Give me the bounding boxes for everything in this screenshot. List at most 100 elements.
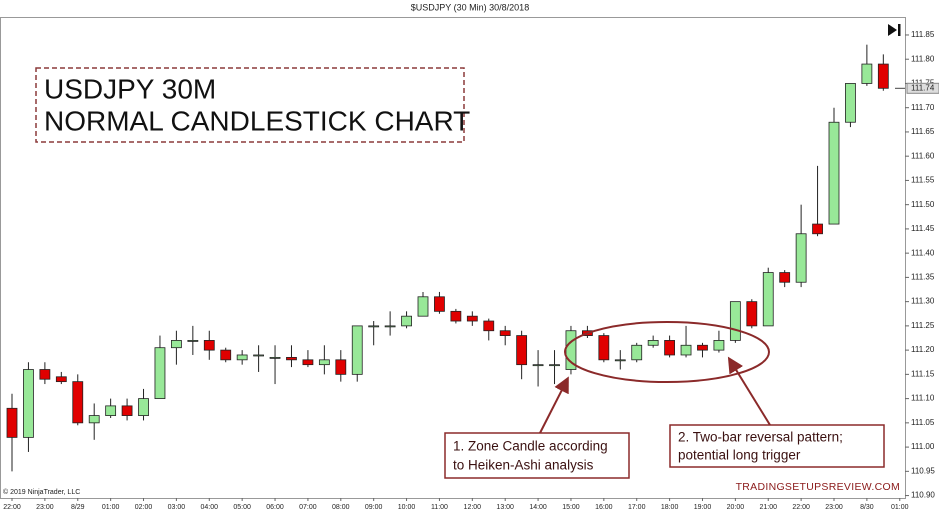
x-tick-label: 23:00 (825, 504, 843, 511)
candle-body (762, 272, 774, 327)
candle-body (39, 369, 51, 380)
candle-body (417, 296, 429, 317)
candle-body (318, 359, 330, 366)
y-tick-label: 111.25 (911, 321, 935, 330)
candle-body (466, 315, 478, 322)
candle-body (828, 121, 840, 225)
candle-body (499, 330, 511, 336)
play-icon[interactable] (888, 24, 897, 36)
y-tick-label: 111.40 (911, 248, 935, 257)
candle-body (23, 369, 34, 438)
candle-body (401, 315, 412, 327)
x-tick-label: 14:00 (529, 504, 547, 511)
y-tick-label: 111.70 (911, 103, 935, 112)
y-tick-label: 111.30 (911, 297, 935, 306)
candle-body (220, 349, 232, 361)
candle-body (286, 356, 297, 361)
x-tick-label: 17:00 (628, 504, 646, 511)
heading-line: USDJPY 30M (44, 73, 216, 104)
y-tick-label: 111.05 (911, 418, 935, 427)
watermark: TRADINGSETUPSREVIEW.COM (736, 481, 900, 493)
callout-arrow (539, 376, 569, 434)
x-tick-label: 22:00 (3, 504, 21, 511)
candle-body (795, 233, 807, 283)
y-tick-label: 111.45 (911, 224, 935, 233)
x-tick-label: 11:00 (431, 504, 448, 511)
x-tick-label: 02:00 (135, 504, 153, 511)
candle-body (516, 335, 528, 366)
candle-body (269, 356, 281, 359)
callout-text: 2. Two-bar reversal pattern; (678, 430, 843, 445)
x-tick-label: 01:00 (891, 504, 909, 511)
x-tick-label: 19:00 (694, 504, 712, 511)
y-tick-label: 111.85 (911, 30, 935, 39)
y-tick-label: 110.95 (911, 466, 935, 475)
candle-body (664, 340, 675, 356)
callout-box (444, 432, 630, 479)
candle-body (302, 359, 314, 366)
scroll-end-icon[interactable] (888, 24, 901, 36)
candle-body (779, 272, 791, 283)
candle-body (729, 301, 741, 341)
y-tick-label: 111.80 (911, 54, 935, 63)
candle-body (614, 359, 626, 362)
candle-body (877, 63, 889, 89)
y-tick-label: 111.55 (911, 176, 935, 185)
x-tick-label: 12:00 (464, 504, 482, 511)
candle-body (384, 325, 396, 328)
candle-body (154, 347, 166, 400)
x-tick-label: 04:00 (201, 504, 219, 511)
candle-body (253, 354, 265, 357)
x-tick-label: 06:00 (266, 504, 284, 511)
candle-body (647, 340, 659, 346)
x-tick-label: 16:00 (595, 504, 613, 511)
plot-frame (0, 17, 906, 499)
callout-text: to Heiken-Ashi analysis (453, 458, 594, 473)
y-tick-label: 111.60 (911, 151, 935, 160)
x-tick-label: 09:00 (365, 504, 383, 511)
candle-body (105, 405, 117, 416)
y-tick-label: 111.15 (911, 369, 935, 378)
callout-arrow (727, 356, 771, 426)
x-tick-label: 07:00 (299, 504, 317, 511)
x-tick-label: 03:00 (168, 504, 186, 511)
candle-body (351, 325, 363, 375)
candle-body (236, 354, 248, 361)
bar-icon[interactable] (898, 24, 901, 36)
candle-body (434, 296, 445, 312)
x-tick-label: 10:00 (398, 504, 416, 511)
y-tick-label: 111.65 (911, 127, 935, 136)
highlight-ellipse (564, 321, 770, 383)
candle-body (121, 405, 133, 416)
x-tick-label: 22:00 (792, 504, 810, 511)
candle-body (368, 325, 380, 328)
candle-body (680, 344, 692, 356)
callout-box (669, 424, 885, 468)
candle-body (88, 415, 100, 424)
candle-body (138, 398, 149, 416)
chart-title: $USDJPY (30 Min) 30/8/2018 (411, 2, 529, 12)
y-tick-label: 111.10 (911, 394, 935, 403)
x-tick-label: 8/29 (71, 504, 85, 511)
y-tick-label: 111.50 (911, 200, 935, 209)
y-tick-label: 111.00 (911, 442, 935, 451)
heading-line: NORMAL CANDLESTICK CHART (44, 105, 470, 136)
candle-body (170, 340, 182, 349)
copyright: © 2019 NinjaTrader, LLC (3, 488, 80, 496)
x-tick-label: 8/30 (860, 504, 874, 511)
marks (6, 44, 889, 472)
callout-text: potential long trigger (678, 448, 801, 463)
callout-text: 1. Zone Candle according (453, 439, 608, 454)
candle-body (55, 376, 67, 383)
y-tick-label: 111.20 (911, 345, 935, 354)
x-tick-label: 23:00 (36, 504, 54, 511)
x-tick-label: 08:00 (332, 504, 350, 511)
x-tick-label: 20:00 (727, 504, 745, 511)
candle-body (631, 344, 643, 361)
candle-body (598, 335, 610, 361)
candle-body (72, 381, 84, 424)
candle-body (483, 320, 495, 332)
candle-body (845, 83, 856, 123)
